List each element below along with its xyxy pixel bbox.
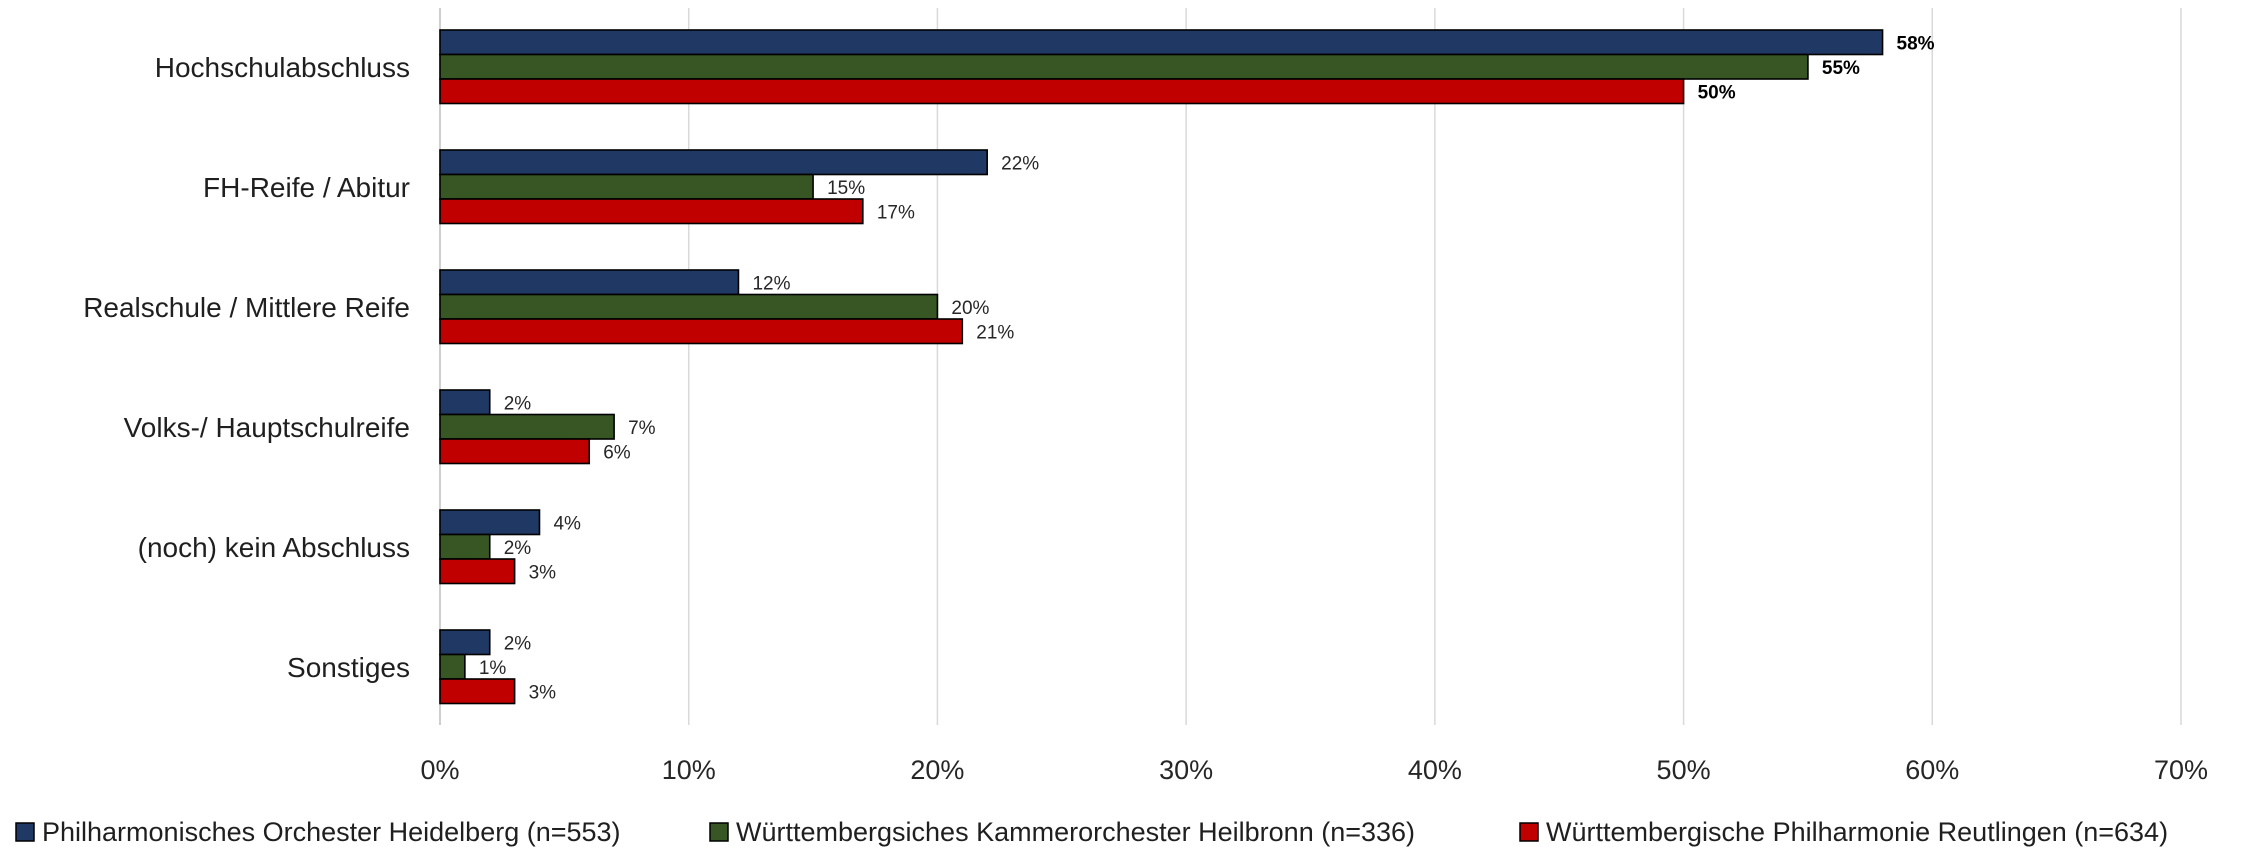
bar-sonstiges-series-2 xyxy=(439,653,466,680)
data-label-noch-kein-abschluss-series-3: 3% xyxy=(529,562,557,583)
bar-noch-kein-abschluss-series-2 xyxy=(439,533,491,560)
legend: Philharmonisches Orchester Heidelberg (n… xyxy=(15,817,2168,847)
x-tick-label-70: 70% xyxy=(2154,755,2208,785)
data-label-realschule-mittlere-reife-series-1: 12% xyxy=(752,273,790,294)
data-label-noch-kein-abschluss-series-2: 2% xyxy=(504,538,532,559)
category-label-realschule-mittlere-reife: Realschule / Mittlere Reife xyxy=(83,292,410,323)
bar-hochschulabschluss-series-2 xyxy=(439,53,1809,80)
legend-swatch-series-2 xyxy=(709,822,729,842)
x-tick-label-40: 40% xyxy=(1408,755,1462,785)
bar-realschule-mittlere-reife-series-2 xyxy=(439,293,939,320)
bar-sonstiges-series-3 xyxy=(439,678,516,705)
legend-label-series-1: Philharmonisches Orchester Heidelberg (n… xyxy=(42,817,621,847)
legend-label-series-2: Württembergsiches Kammerorchester Heilbr… xyxy=(736,817,1415,847)
bar-hochschulabschluss-series-1 xyxy=(439,29,1884,56)
x-tick-label-50: 50% xyxy=(1657,755,1711,785)
category-label-noch-kein-abschluss: (noch) kein Abschluss xyxy=(138,532,410,563)
bar-fh-reife-abitur-series-2 xyxy=(439,173,814,200)
bar-volks-hauptschulreife-series-2 xyxy=(439,413,615,440)
bar-sonstiges-series-1 xyxy=(439,629,491,656)
bar-volks-hauptschulreife-series-3 xyxy=(439,438,591,465)
legend-swatch-series-3 xyxy=(1519,822,1539,842)
data-label-hochschulabschluss-series-1: 58% xyxy=(1897,33,1935,54)
data-label-noch-kein-abschluss-series-1: 4% xyxy=(553,513,581,534)
data-label-fh-reife-abitur-series-1: 22% xyxy=(1001,153,1039,174)
bar-fh-reife-abitur-series-3 xyxy=(439,198,864,225)
data-label-volks-hauptschulreife-series-1: 2% xyxy=(504,393,532,414)
data-label-volks-hauptschulreife-series-2: 7% xyxy=(628,418,656,439)
data-label-realschule-mittlere-reife-series-2: 20% xyxy=(951,298,989,319)
bar-realschule-mittlere-reife-series-1 xyxy=(439,269,740,296)
bars xyxy=(439,29,1884,705)
data-label-sonstiges-series-2: 1% xyxy=(479,658,507,679)
x-tick-label-60: 60% xyxy=(1905,755,1959,785)
x-tick-label-10: 10% xyxy=(662,755,716,785)
x-axis-tick-labels: 0% 10% 20% 30% 40% 50% 60% 70% xyxy=(420,755,2208,785)
category-labels: Hochschulabschluss FH-Reife / Abitur Reals… xyxy=(83,52,410,683)
data-label-realschule-mittlere-reife-series-3: 21% xyxy=(976,322,1014,343)
data-label-sonstiges-series-3: 3% xyxy=(529,682,557,703)
bar-hochschulabschluss-series-3 xyxy=(439,78,1685,105)
bar-fh-reife-abitur-series-1 xyxy=(439,149,988,176)
category-label-sonstiges: Sonstiges xyxy=(287,652,410,683)
data-label-sonstiges-series-1: 2% xyxy=(504,633,532,654)
category-label-hochschulabschluss: Hochschulabschluss xyxy=(155,52,410,83)
data-label-fh-reife-abitur-series-2: 15% xyxy=(827,178,865,199)
x-tick-label-30: 30% xyxy=(1159,755,1213,785)
bar-noch-kein-abschluss-series-1 xyxy=(439,509,541,536)
data-label-fh-reife-abitur-series-3: 17% xyxy=(877,202,915,223)
category-label-volks-hauptschulreife: Volks-/ Hauptschulreife xyxy=(124,412,410,443)
data-label-hochschulabschluss-series-3: 50% xyxy=(1698,82,1736,103)
gridlines xyxy=(439,8,2182,725)
category-label-fh-reife-abitur: FH-Reife / Abitur xyxy=(203,172,410,203)
data-label-volks-hauptschulreife-series-3: 6% xyxy=(603,442,631,463)
bar-volks-hauptschulreife-series-1 xyxy=(439,389,491,416)
data-label-hochschulabschluss-series-2: 55% xyxy=(1822,58,1860,79)
bar-realschule-mittlere-reife-series-3 xyxy=(439,318,964,345)
bar-noch-kein-abschluss-series-3 xyxy=(439,558,516,585)
x-tick-label-20: 20% xyxy=(910,755,964,785)
legend-swatch-series-1 xyxy=(15,822,35,842)
legend-label-series-3: Württembergische Philharmonie Reutlingen… xyxy=(1546,817,2168,847)
data-labels: 58% 55% 50% 22% 15% 17% 12% 20% 21% 2% 7% 6% 4% 2% 3% 2… xyxy=(479,33,1935,703)
x-tick-label-0: 0% xyxy=(420,755,459,785)
